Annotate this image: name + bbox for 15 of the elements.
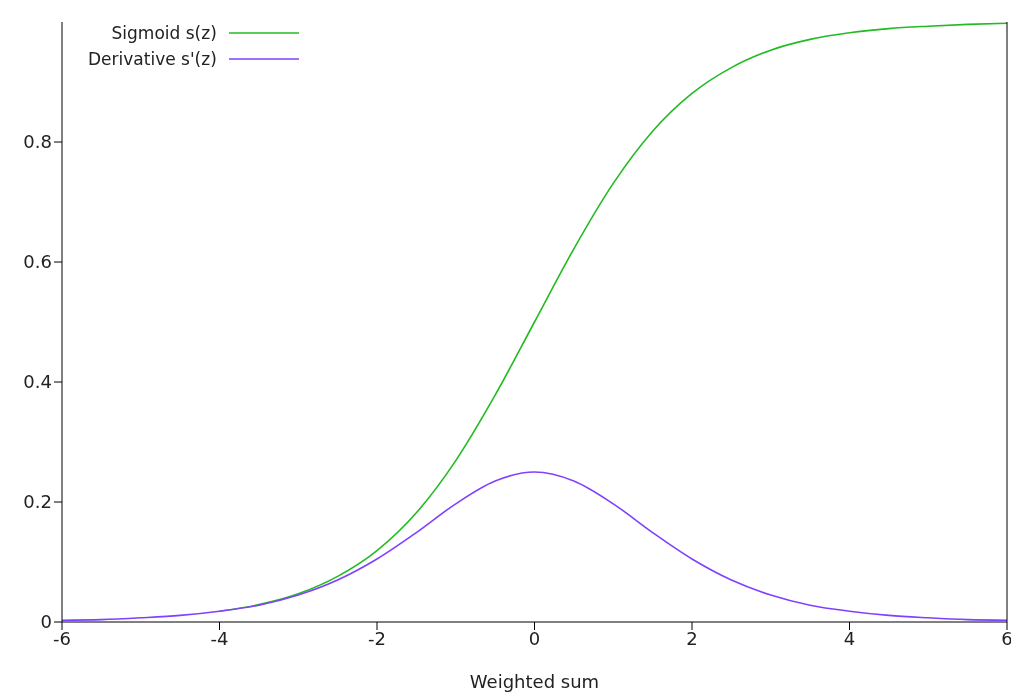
x-tick-label: -6 xyxy=(53,627,71,649)
x-tick-label: 2 xyxy=(686,627,698,649)
x-tick-label: -2 xyxy=(368,627,386,649)
y-tick-label: 0.4 xyxy=(23,371,52,393)
y-tick-label: 0 xyxy=(40,611,52,633)
y-tick-label: 0.6 xyxy=(23,251,52,273)
y-tick-label: 0.2 xyxy=(23,491,52,513)
x-tick-label: 4 xyxy=(843,627,856,649)
y-tick-label: 0.8 xyxy=(23,131,52,153)
legend-label: Sigmoid s(z) xyxy=(111,23,217,43)
legend-label: Derivative s'(z) xyxy=(88,49,217,69)
x-tick-label: -4 xyxy=(210,627,229,649)
x-tick-label: 6 xyxy=(1001,627,1013,649)
x-axis-title: Weighted sum xyxy=(469,671,600,692)
x-tick-label: 0 xyxy=(528,627,541,649)
